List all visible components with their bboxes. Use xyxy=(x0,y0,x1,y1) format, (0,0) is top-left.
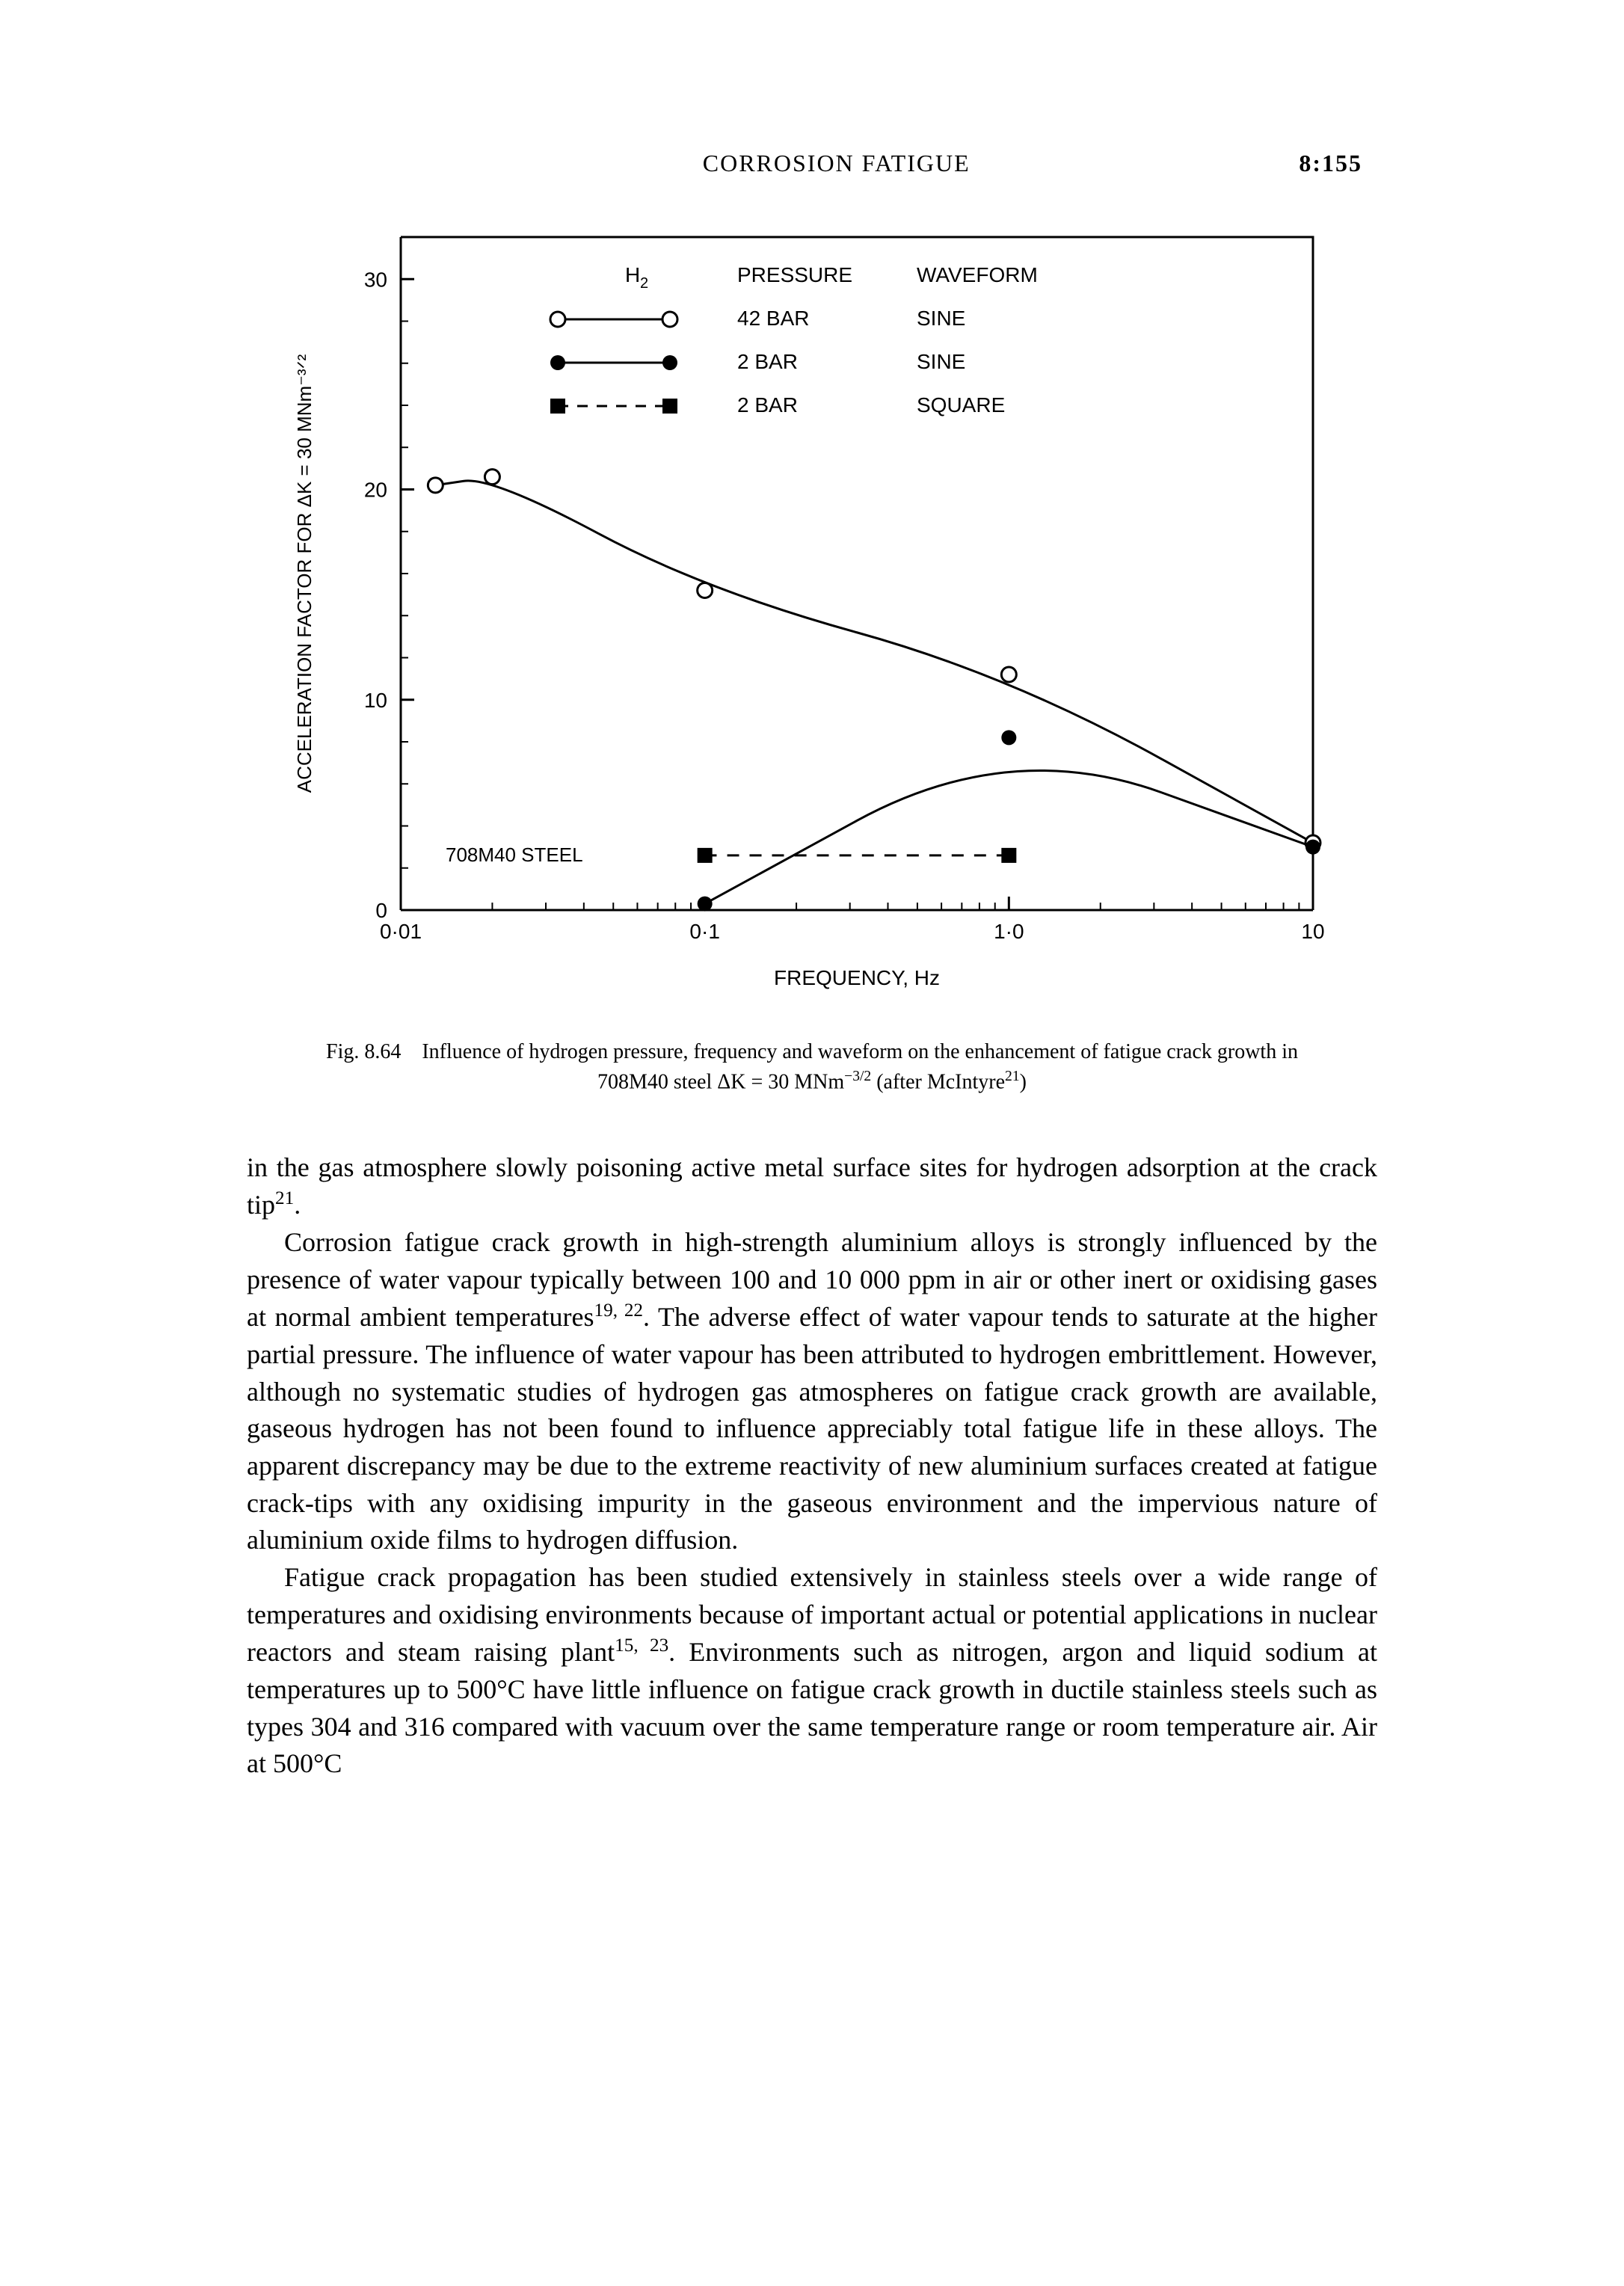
page: CORROSION FATIGUE 8:155 0 10 20 30 0·01 0·1 1·… xyxy=(0,0,1624,2286)
caption-sup-1: −3/2 xyxy=(844,1069,871,1084)
svg-text:2: 2 xyxy=(640,275,648,292)
svg-text:SINE: SINE xyxy=(917,350,965,373)
p1-sup: 21 xyxy=(275,1188,294,1208)
svg-text:SINE: SINE xyxy=(917,307,965,330)
svg-text:30: 30 xyxy=(364,268,387,291)
p1-text-a: in the gas atmosphere slowly poisoning a… xyxy=(247,1152,1377,1220)
caption-sup-2: 21 xyxy=(1005,1069,1020,1084)
page-number: 8:155 xyxy=(1299,150,1362,177)
svg-text:1·0: 1·0 xyxy=(994,920,1024,943)
caption-text-1: Influence of hydrogen pressure, frequenc… xyxy=(422,1040,1298,1094)
figure-caption: Fig. 8.64 Influence of hydrogen pressure… xyxy=(304,1037,1321,1097)
p3-sup: 15, 23 xyxy=(615,1635,668,1656)
p2-sup: 19, 22 xyxy=(594,1300,644,1321)
caption-text-2: (after McIntyre xyxy=(871,1071,1005,1094)
chart-svg: 0 10 20 30 0·01 0·1 1·0 10 FREQUENCY, Hz ACCELERA… xyxy=(266,215,1358,1007)
svg-text:PRESSURE: PRESSURE xyxy=(737,263,852,286)
p1-text-b: . xyxy=(294,1190,301,1220)
svg-text:0·1: 0·1 xyxy=(689,920,719,943)
p2-text-b: . The adverse effect of water vapour ten… xyxy=(247,1302,1377,1555)
header-spacer xyxy=(262,150,374,177)
running-head: CORROSION FATIGUE xyxy=(374,150,1299,177)
paragraph-1: in the gas atmosphere slowly poisoning a… xyxy=(247,1149,1377,1224)
body-text: in the gas atmosphere slowly poisoning a… xyxy=(247,1149,1377,1783)
svg-text:2 BAR: 2 BAR xyxy=(737,393,798,417)
svg-text:708M40 STEEL: 708M40 STEEL xyxy=(446,844,583,866)
paragraph-2: Corrosion fatigue crack growth in high-s… xyxy=(247,1224,1377,1559)
svg-text:SQUARE: SQUARE xyxy=(917,393,1005,417)
svg-text:20: 20 xyxy=(364,479,387,502)
svg-text:10: 10 xyxy=(364,689,387,712)
svg-text:ACCELERATION FACTOR FOR ΔK: ACCELERATION FACTOR FOR ΔK = 30 MNm⁻³ᐟ² xyxy=(293,354,316,793)
svg-text:FREQUENCY, Hz: FREQUENCY, Hz xyxy=(774,966,940,989)
caption-lead: Fig. 8.64 xyxy=(326,1040,401,1063)
chart-container: 0 10 20 30 0·01 0·1 1·0 10 FREQUENCY, Hz ACCELERA… xyxy=(247,215,1377,1007)
svg-text:H: H xyxy=(625,263,640,286)
svg-text:0: 0 xyxy=(375,899,387,922)
svg-text:2 BAR: 2 BAR xyxy=(737,350,798,373)
svg-text:WAVEFORM: WAVEFORM xyxy=(917,263,1038,286)
svg-text:0·01: 0·01 xyxy=(380,920,422,943)
svg-text:42 BAR: 42 BAR xyxy=(737,307,810,330)
paragraph-3: Fatigue crack propagation has been studi… xyxy=(247,1559,1377,1783)
svg-text:10: 10 xyxy=(1301,920,1324,943)
page-header: CORROSION FATIGUE 8:155 xyxy=(247,150,1377,177)
caption-text-3: ) xyxy=(1020,1071,1027,1094)
